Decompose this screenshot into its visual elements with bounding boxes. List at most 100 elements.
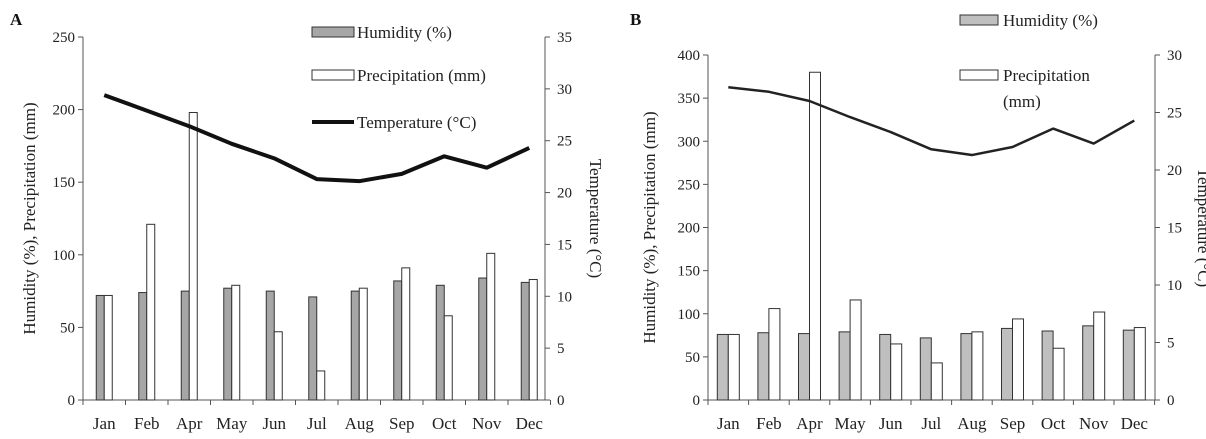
right-tick-label: 15: [557, 237, 572, 253]
right-tick-label: 30: [557, 82, 572, 98]
legend-entry: Temperature (°C): [357, 113, 476, 132]
category-label: Jun: [879, 414, 903, 433]
y2-axis-title: Temperature (°C): [586, 159, 605, 278]
right-tick-label: 35: [557, 30, 572, 46]
left-tick-label: 100: [678, 307, 701, 323]
right-tick-label: 5: [557, 341, 565, 357]
category-label: Jun: [262, 414, 286, 433]
category-label: Nov: [1079, 414, 1109, 433]
left-tick-label: 300: [678, 134, 701, 150]
category-label: Dec: [1121, 414, 1149, 433]
bar-humidity-jun: [879, 333, 892, 401]
bar-humidity-jul: [919, 337, 932, 401]
bar-humidity-nov: [1082, 325, 1095, 401]
bar-precipitation-sep: [1012, 318, 1024, 401]
category-label: Dec: [516, 414, 544, 433]
bar-precipitation-oct: [443, 315, 453, 401]
category-label: Oct: [432, 414, 457, 433]
right-tick-label: 20: [1167, 163, 1182, 179]
category-label: May: [216, 414, 248, 433]
y-axis-title: Humidity (%), Precipitation (mm): [640, 111, 659, 343]
right-tick-label: 20: [557, 186, 572, 202]
panel-b: B 0 50 100 150 200 250 300 350 400 0 5 10 15 20 25 30 Jan…: [630, 10, 1206, 433]
bar-humidity-jan: [716, 333, 729, 401]
right-tick-label: 5: [1167, 336, 1175, 352]
bar-humidity-sep: [393, 280, 403, 401]
bar-humidity-feb: [757, 332, 770, 401]
category-label: Jul: [921, 414, 941, 433]
bar-precipitation-jul: [930, 362, 943, 401]
bar-precipitation-dec: [528, 278, 538, 401]
bar-humidity-may: [838, 331, 851, 401]
right-tick-label: 10: [1167, 278, 1182, 294]
bar-humidity-aug: [960, 333, 973, 401]
bar-humidity-jul: [308, 296, 318, 401]
bar-precipitation-jan: [103, 294, 113, 401]
category-label: Apr: [176, 414, 203, 433]
right-tick-label: 15: [1167, 221, 1182, 237]
category-label: Jul: [307, 414, 327, 433]
category-label: Oct: [1041, 414, 1066, 433]
category-label: Sep: [389, 414, 415, 433]
panel-a: A 0 50 100 150 200 250 0 5 10 15 20 25 30 35 Jan Feb Apr M…: [10, 10, 605, 433]
category-label: Sep: [1000, 414, 1026, 433]
bar-humidity-nov: [478, 277, 488, 401]
bar-precipitation-nov: [486, 252, 496, 401]
category-label: Jan: [93, 414, 116, 433]
legend-swatch-humidity: [959, 14, 999, 26]
left-tick-label: 150: [53, 175, 76, 191]
bar-humidity-apr: [180, 290, 190, 401]
bar-precipitation-aug: [358, 287, 368, 401]
legend-entry: Precipitation: [1003, 66, 1090, 85]
bar-humidity-oct: [1041, 330, 1054, 401]
right-tick-label: 30: [1167, 48, 1182, 64]
bar-precipitation-feb: [768, 308, 781, 401]
temperature-line: [728, 85, 1135, 157]
right-tick-label: 25: [557, 134, 572, 150]
temperature-line: [103, 93, 531, 184]
bar-precipitation-may: [231, 284, 241, 401]
bar-precipitation-jun: [273, 331, 283, 401]
panel-label: B: [630, 10, 641, 29]
bar-precipitation-oct: [1052, 347, 1065, 401]
category-label: Feb: [756, 414, 782, 433]
y-axis-title: Humidity (%), Precipitation (mm): [20, 102, 39, 334]
bar-humidity-jan: [95, 294, 105, 401]
bar-precipitation-nov: [1093, 311, 1106, 401]
bar-precipitation-dec: [1133, 327, 1146, 401]
bar-precipitation-jan: [727, 333, 740, 401]
legend-entry: Humidity (%): [357, 23, 452, 42]
bar-humidity-dec: [520, 281, 530, 401]
left-tick-label: 150: [678, 264, 701, 280]
bar-precipitation-jun: [890, 343, 903, 401]
left-tick-label: 200: [678, 221, 701, 237]
bar-precipitation-sep: [401, 267, 411, 401]
right-tick-label: 0: [557, 393, 565, 409]
bar-precipitation-may: [849, 299, 862, 401]
bar-humidity-sep: [1001, 327, 1013, 401]
category-label: Aug: [957, 414, 987, 433]
legend-swatch-precipitation: [959, 69, 999, 81]
category-label: Aug: [345, 414, 375, 433]
left-tick-label: 0: [693, 393, 701, 409]
left-tick-label: 50: [685, 350, 700, 366]
legend-entry: Precipitation (mm): [357, 66, 486, 85]
left-tick-label: 250: [53, 30, 76, 46]
bar-precipitation-feb: [146, 223, 156, 401]
right-tick-label: 0: [1167, 393, 1175, 409]
bar-precipitation-apr: [809, 71, 821, 401]
left-tick-label: 0: [68, 393, 76, 409]
left-tick-label: 200: [53, 103, 76, 119]
left-tick-label: 250: [678, 177, 701, 193]
left-tick-label: 50: [60, 320, 75, 336]
category-label: Nov: [472, 414, 502, 433]
legend-entry: Humidity (%): [1003, 11, 1098, 30]
category-label: Feb: [134, 414, 160, 433]
y2-axis-title: Temperature (°C): [1194, 168, 1206, 287]
legend-entry: (mm): [1003, 92, 1041, 111]
left-tick-label: 100: [53, 248, 76, 264]
legend-swatch-humidity: [311, 26, 355, 38]
bar-humidity-apr: [798, 333, 810, 401]
category-label: May: [835, 414, 867, 433]
